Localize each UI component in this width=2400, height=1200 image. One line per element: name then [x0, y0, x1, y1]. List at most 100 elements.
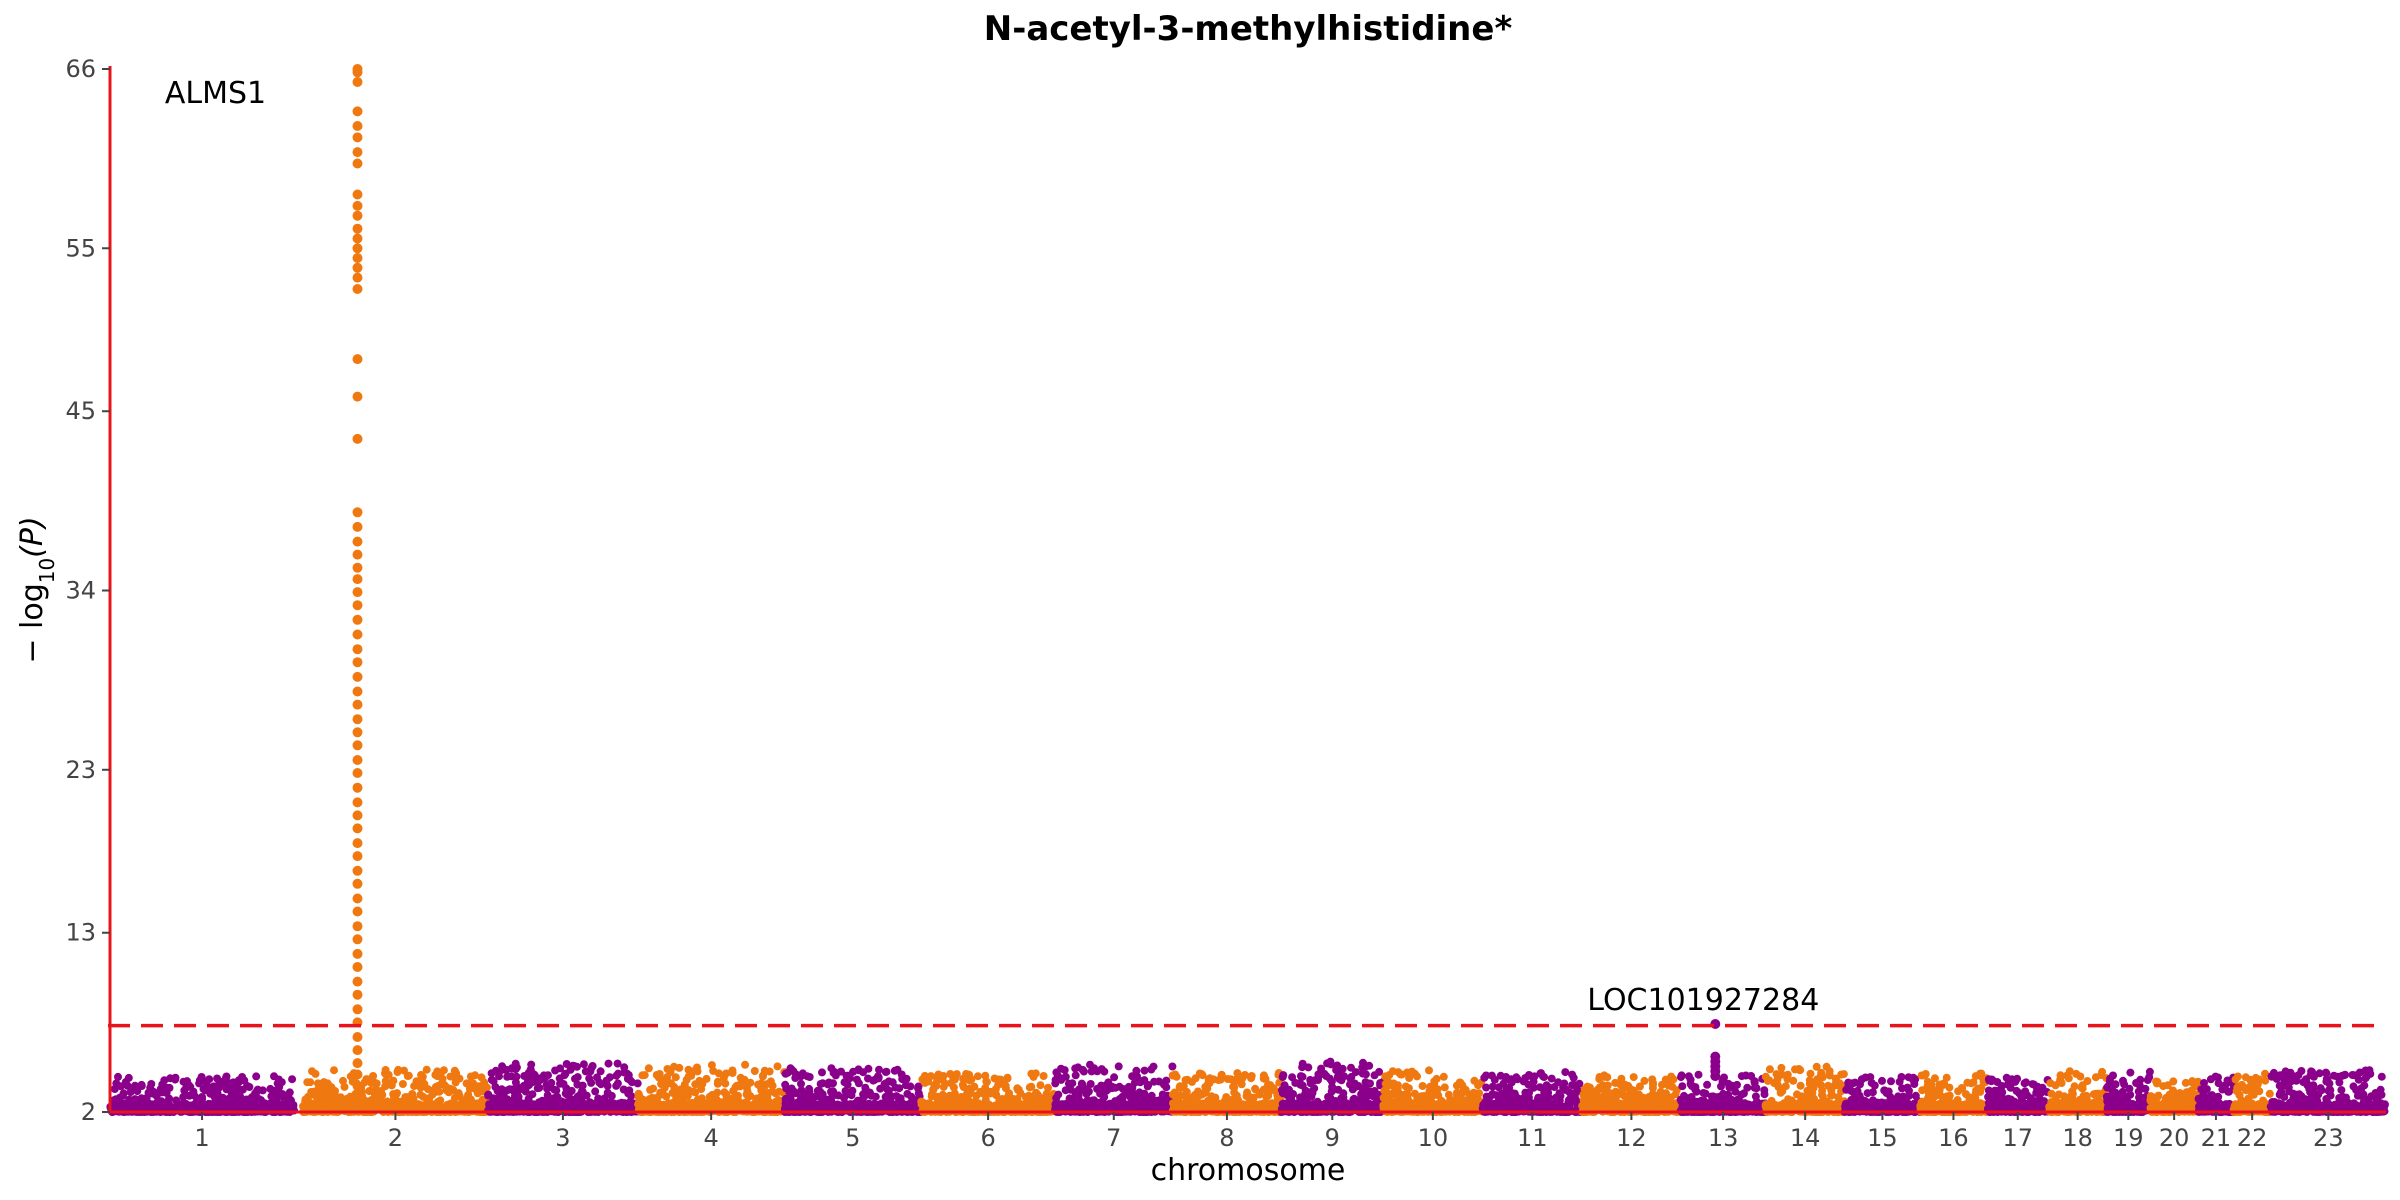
snp-point — [689, 1067, 697, 1076]
snp-point — [1413, 1072, 1421, 1081]
snp-point — [1270, 1086, 1279, 1095]
snp-point — [883, 1101, 892, 1110]
snp-point — [1097, 1065, 1106, 1074]
snp-point — [1405, 1074, 1414, 1082]
snp-point — [1181, 1092, 1190, 1101]
snp-point — [416, 1090, 425, 1099]
snp-point — [400, 1066, 408, 1075]
snp-point — [515, 1100, 524, 1109]
snp-point — [547, 1078, 556, 1087]
snp-point — [1014, 1099, 1023, 1108]
snp-point — [1305, 1092, 1314, 1101]
snp-point — [612, 1071, 621, 1080]
snp-point — [146, 1083, 155, 1092]
snp-point — [762, 1102, 770, 1111]
snp-point — [749, 1102, 758, 1111]
snp-point — [675, 1063, 684, 1072]
snp-point — [939, 1082, 948, 1091]
snp-point — [1153, 1101, 1162, 1110]
snp-point — [300, 1104, 309, 1113]
snp-point — [1278, 1073, 1287, 1082]
snp-point — [236, 1101, 245, 1110]
snp-point — [456, 1102, 465, 1111]
snp-point — [859, 1068, 868, 1077]
snp-point — [1361, 1078, 1370, 1087]
snp-point — [773, 1062, 782, 1071]
chromosome-5-points — [780, 1064, 925, 1116]
snp-point — [372, 1079, 381, 1088]
snp-point — [652, 1071, 661, 1079]
snp-point — [588, 1062, 597, 1070]
snp-point — [1323, 1059, 1332, 1068]
snp-point — [1280, 1081, 1289, 1090]
snp-point — [1205, 1074, 1214, 1083]
snp-point — [320, 1079, 329, 1088]
snp-point — [722, 1103, 731, 1112]
snp-point — [185, 1091, 194, 1100]
snp-point — [137, 1080, 146, 1089]
snp-point — [1107, 1083, 1116, 1092]
snp-point — [230, 1102, 239, 1110]
snp-point — [1365, 1061, 1374, 1070]
snp-point — [133, 1087, 142, 1096]
snp-point — [174, 1103, 183, 1112]
snp-point — [741, 1060, 750, 1069]
snp-point — [980, 1090, 989, 1099]
snp-point — [1079, 1067, 1088, 1076]
snp-point — [438, 1074, 447, 1083]
snp-point — [819, 1100, 828, 1109]
snp-point — [757, 1079, 766, 1088]
snp-point — [1036, 1081, 1045, 1090]
snp-point — [786, 1091, 795, 1100]
snp-point — [1061, 1086, 1070, 1095]
snp-point — [1340, 1072, 1348, 1081]
snp-point — [495, 1072, 503, 1081]
snp-point — [404, 1071, 413, 1080]
snp-point — [1032, 1088, 1041, 1097]
snp-point — [569, 1061, 577, 1070]
snp-point — [1143, 1082, 1152, 1091]
snp-point — [946, 1070, 955, 1078]
snp-point — [1381, 1072, 1390, 1081]
snp-point — [1086, 1080, 1095, 1088]
snp-point — [893, 1065, 902, 1074]
snp-point — [1333, 1061, 1342, 1070]
snp-point — [455, 1074, 464, 1083]
snp-point — [339, 1076, 347, 1085]
snp-point — [124, 1073, 133, 1082]
snp-point — [384, 1070, 393, 1079]
snp-point — [1289, 1090, 1297, 1098]
snp-point — [1410, 1089, 1419, 1098]
snp-point — [393, 1068, 402, 1076]
snp-point — [335, 1099, 344, 1108]
snp-point — [474, 1082, 483, 1091]
snp-point — [805, 1084, 814, 1093]
snp-point — [514, 1086, 523, 1095]
snp-point — [1168, 1071, 1177, 1080]
snp-point — [578, 1087, 587, 1095]
snp-point — [556, 1079, 564, 1088]
snp-point — [321, 1100, 330, 1109]
snp-point — [258, 1100, 267, 1109]
snp-point — [114, 1072, 122, 1081]
snp-point — [816, 1087, 825, 1096]
snp-point — [494, 1101, 503, 1110]
snp-point — [449, 1103, 458, 1112]
snp-point — [463, 1079, 472, 1088]
snp-point — [156, 1084, 165, 1093]
snp-point — [118, 1091, 127, 1100]
snp-point — [802, 1092, 811, 1100]
snp-point — [321, 1085, 330, 1093]
snp-point — [1195, 1069, 1204, 1078]
snp-point — [845, 1073, 854, 1082]
snp-point — [1298, 1072, 1307, 1081]
snp-point — [313, 1103, 322, 1112]
snp-point — [556, 1064, 565, 1073]
chromosome-1-points — [106, 1072, 298, 1116]
snp-point — [277, 1100, 286, 1109]
snp-point — [594, 1100, 603, 1109]
snp-point — [222, 1073, 230, 1082]
snp-point — [1071, 1090, 1080, 1099]
snp-point — [898, 1099, 907, 1108]
snp-point — [750, 1067, 759, 1075]
